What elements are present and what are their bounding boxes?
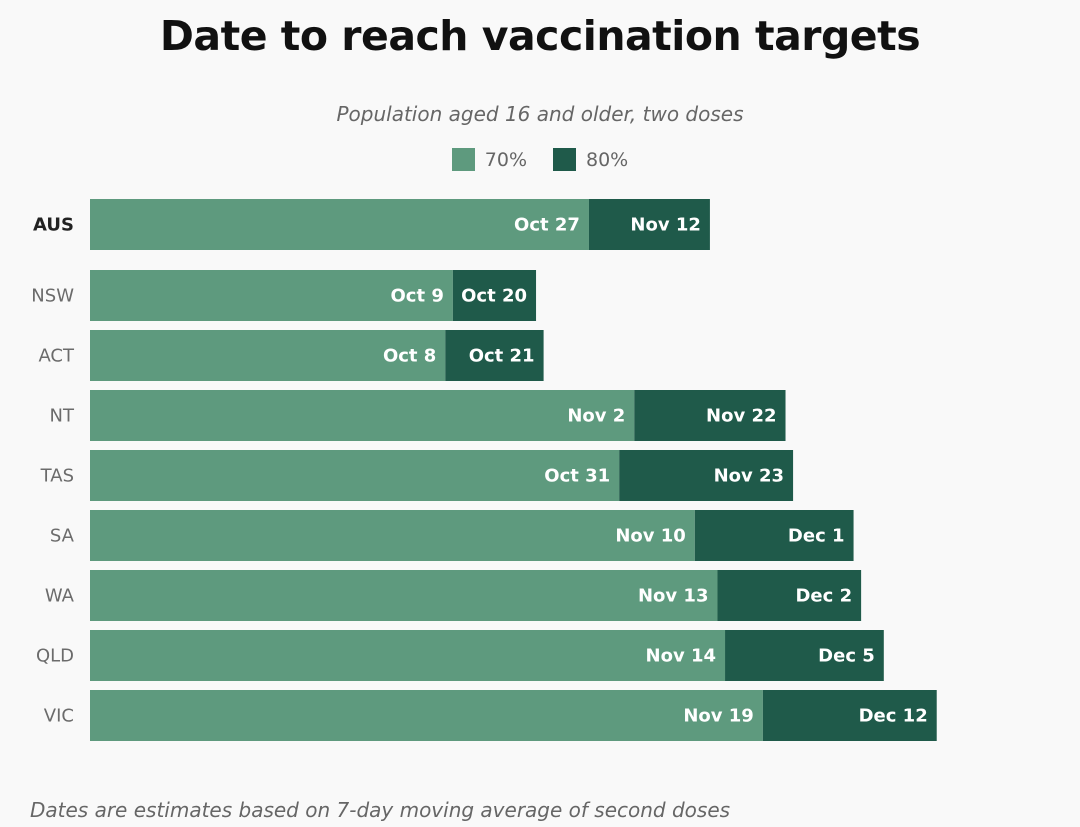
row-label-nt: NT [50, 406, 75, 427]
bar-80-aus [588, 199, 710, 250]
data-label-80-aus: Nov 12 [630, 215, 700, 236]
chart-subtitle: Population aged 16 and older, two doses [336, 102, 744, 126]
data-label-70-tas: Oct 31 [544, 466, 610, 487]
bar-70-aus [90, 199, 589, 250]
row-label-aus: AUS [33, 215, 74, 236]
data-label-80-sa: Dec 1 [788, 526, 845, 547]
data-label-70-vic: Nov 19 [683, 706, 753, 727]
row-label-tas: TAS [40, 466, 74, 487]
row-label-sa: SA [50, 526, 75, 547]
data-label-70-wa: Nov 13 [638, 586, 708, 607]
data-label-80-tas: Nov 23 [714, 466, 784, 487]
bar-70-nt [90, 390, 635, 441]
bar-80-nsw [452, 270, 537, 321]
bar-80-qld [725, 630, 884, 681]
legend: 70% 80% [0, 148, 1080, 171]
bar-70-sa [90, 510, 695, 561]
data-label-70-nsw: Oct 9 [391, 286, 444, 307]
footnote: Dates are estimates based on 7-day movin… [30, 798, 731, 822]
data-label-80-wa: Dec 2 [795, 586, 852, 607]
legend-item-70: 70% [451, 148, 527, 171]
data-label-70-qld: Nov 14 [646, 646, 716, 667]
legend-swatch-80 [553, 148, 576, 171]
row-label-vic: VIC [44, 706, 74, 727]
bar-70-wa [90, 570, 718, 621]
bar-80-sa [694, 510, 854, 561]
row-label-wa: WA [45, 586, 75, 607]
bar-70-nsw [90, 270, 453, 321]
data-label-80-nt: Nov 22 [706, 406, 776, 427]
row-label-act: ACT [38, 346, 75, 367]
data-label-80-vic: Dec 12 [859, 706, 928, 727]
bar-70-qld [90, 630, 726, 681]
data-label-70-sa: Nov 10 [615, 526, 685, 547]
data-label-80-nsw: Oct 20 [461, 286, 527, 307]
bar-80-wa [717, 570, 862, 621]
row-label-nsw: NSW [31, 286, 74, 307]
data-label-80-act: Oct 21 [469, 346, 535, 367]
bar-80-act [445, 330, 544, 381]
legend-swatch-70 [451, 148, 475, 171]
legend-label-80: 80% [586, 148, 629, 171]
data-label-80-qld: Dec 5 [818, 646, 875, 667]
chart-title: Date to reach vaccination targets [159, 12, 921, 60]
legend-item-80: 80% [553, 148, 628, 171]
bar-80-vic [762, 690, 937, 741]
bar-70-vic [90, 690, 763, 741]
bar-80-nt [634, 390, 786, 441]
data-label-70-aus: Oct 27 [514, 215, 580, 236]
row-label-qld: QLD [36, 646, 74, 667]
data-label-70-nt: Nov 2 [567, 406, 625, 427]
bar-70-tas [90, 450, 620, 501]
bar-80-tas [619, 450, 794, 501]
data-label-70-act: Oct 8 [383, 346, 436, 367]
bar-70-act [90, 330, 446, 381]
legend-label-70: 70% [484, 148, 527, 171]
